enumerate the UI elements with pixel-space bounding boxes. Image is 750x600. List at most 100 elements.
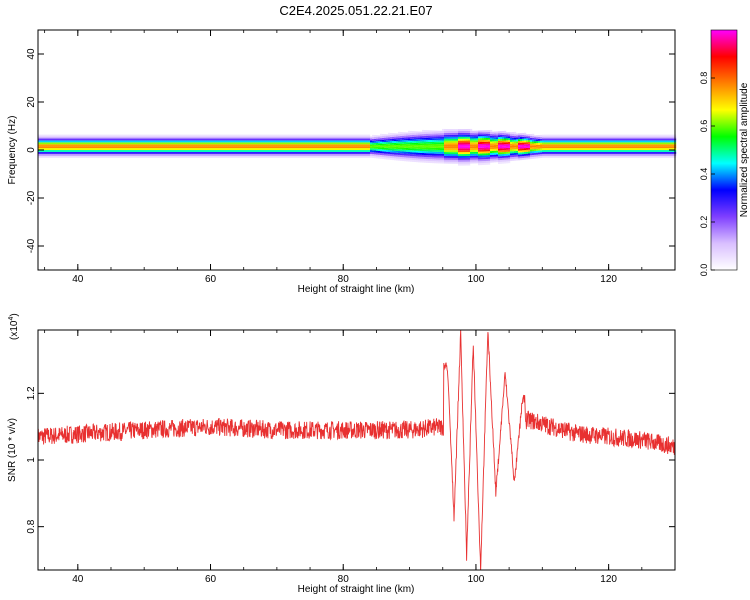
spectrogram-cell — [160, 142, 163, 145]
spectrogram-cell — [624, 151, 627, 154]
spectrogram-cell — [298, 153, 301, 156]
spectrogram-cell — [494, 137, 497, 140]
spectrogram-cell — [556, 155, 559, 158]
spectrogram-cell — [456, 161, 459, 164]
spectrogram-cell — [222, 140, 225, 143]
spectrogram-cell — [72, 153, 75, 156]
spectrogram-cell — [444, 134, 447, 137]
spectrogram-cell — [232, 136, 235, 139]
spectrogram-cell — [624, 138, 627, 141]
spectrogram-cell — [348, 142, 351, 145]
spectrogram-cell — [554, 148, 557, 151]
spectrogram-cell — [94, 136, 97, 139]
spectrogram-cell — [38, 144, 41, 147]
spectrogram-cell — [136, 140, 139, 143]
spectrogram-cell — [464, 152, 467, 155]
spectrogram-cell — [652, 155, 655, 158]
spectrogram-cell — [514, 139, 517, 142]
spectrogram-cell — [122, 140, 125, 143]
spectrogram-cell — [672, 134, 675, 137]
spectrogram-cell — [420, 131, 423, 134]
spectrogram-cell — [592, 142, 595, 145]
spectrogram-cell — [190, 142, 193, 145]
spectrogram-cell — [636, 138, 639, 141]
spectrogram-cell — [540, 136, 543, 139]
spectrogram-cell — [596, 153, 599, 156]
spectrogram-cell — [306, 138, 309, 141]
spectrogram-cell — [184, 155, 187, 158]
spectrogram-cell — [568, 144, 571, 147]
spectrogram-cell — [640, 140, 643, 143]
spectrogram-cell — [138, 155, 141, 158]
spectrogram-cell — [552, 150, 555, 152]
spectrogram-cell — [670, 153, 673, 156]
spectrogram-cell — [132, 144, 135, 147]
spectrogram-cell — [202, 148, 205, 151]
spectrogram-cell — [50, 148, 53, 151]
spectrogram-cell — [508, 134, 511, 137]
spectrogram-cell — [368, 144, 371, 147]
spectrogram-cell — [218, 138, 221, 141]
spectrogram-cell — [280, 148, 283, 151]
spectrogram-cell — [282, 136, 285, 139]
spectrogram-cell — [348, 153, 351, 156]
spectrogram-cell — [130, 138, 133, 141]
spectrogram-cell — [668, 155, 671, 158]
spectrogram-cell — [134, 134, 137, 137]
spectrogram-cell — [396, 154, 399, 157]
spectrogram-cell — [114, 153, 117, 156]
spectrogram-cell — [64, 150, 67, 152]
spectrogram-cell — [308, 136, 311, 139]
spectrogram-cell — [238, 146, 241, 149]
spectrogram-cell — [276, 140, 279, 143]
spectrogram-cell — [602, 134, 605, 137]
spectrogram-cell — [172, 142, 175, 145]
spectrogram-cell — [450, 142, 453, 145]
spectrogram-cell — [524, 153, 527, 156]
spectrogram-cell — [298, 155, 301, 158]
spectrogram-cell — [462, 142, 465, 145]
spectrogram-cell — [240, 136, 243, 139]
spectrogram-cell — [182, 153, 185, 156]
spectrogram-cell — [652, 150, 655, 152]
spectrogram-cell — [214, 150, 217, 152]
spectrogram-cell — [94, 138, 97, 141]
spectrogram-cell — [78, 151, 81, 154]
spectrogram-cell — [650, 144, 653, 147]
spectrogram-cell — [412, 131, 415, 134]
spectrogram-cell — [68, 142, 71, 145]
spectrogram-cell — [592, 138, 595, 141]
spectrogram-cell — [244, 140, 247, 143]
spectrogram-cell — [490, 139, 493, 142]
spectrogram-cell — [648, 138, 651, 141]
spectrogram-cell — [616, 134, 619, 137]
spectrogram-cell — [522, 142, 525, 145]
spectrogram-cell — [562, 144, 565, 147]
spectrogram-cell — [288, 144, 291, 147]
spectrogram-cell — [168, 155, 171, 158]
spectrogram-cell — [62, 151, 65, 154]
spectrogram-cell — [532, 139, 535, 142]
spectrogram-cell — [142, 148, 145, 151]
spectrogram-cell — [592, 150, 595, 152]
spectrogram-cell — [452, 134, 455, 137]
spectrogram-cell — [572, 138, 575, 141]
spectrogram-cell — [80, 153, 83, 156]
spectrogram-cell — [670, 148, 673, 151]
spectrogram-cell — [202, 150, 205, 152]
spectrogram-cell — [440, 161, 443, 164]
spectrogram-cell — [492, 137, 495, 140]
spectrogram-cell — [228, 148, 231, 151]
spectrogram-cell — [656, 151, 659, 154]
spectrogram-cell — [106, 144, 109, 147]
spectrogram-cell — [516, 148, 519, 151]
spectrogram-cell — [166, 153, 169, 156]
spectrogram-cell — [284, 142, 287, 145]
spectrogram-cell — [542, 142, 545, 145]
spectrogram-cell — [608, 153, 611, 156]
colorbar-gradient — [710, 29, 738, 271]
spectrogram-cell — [196, 146, 199, 149]
spectrogram-cell — [468, 136, 471, 139]
spectrogram-cell — [324, 144, 327, 147]
spectrogram-cell — [560, 151, 563, 154]
